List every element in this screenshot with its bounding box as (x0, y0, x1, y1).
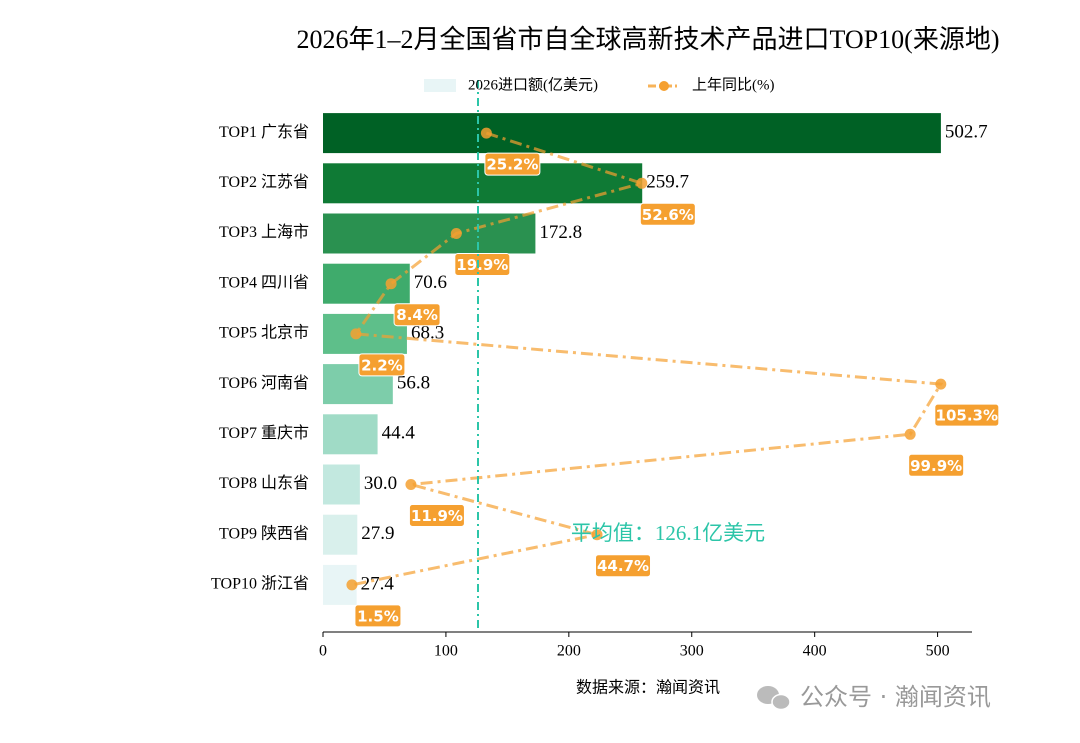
point-label-text: 44.7% (597, 557, 649, 575)
legend-marker (659, 81, 669, 91)
y-tick-label: TOP6 河南省 (219, 374, 309, 392)
point-label-text: 8.4% (396, 306, 438, 324)
x-tick-label: 500 (926, 643, 950, 660)
point-label-box (934, 403, 1000, 427)
point-label: 99.9% (908, 453, 965, 477)
line-marker (346, 579, 358, 591)
point-label: 52.6% (639, 202, 696, 226)
y-tick-label: TOP10 浙江省 (211, 575, 309, 593)
legend-swatch (424, 79, 456, 92)
x-tick-label: 0 (319, 643, 327, 660)
line-marker (405, 479, 417, 490)
point-label: 11.9% (408, 504, 465, 527)
bar-value-label: 68.3 (411, 322, 444, 343)
point-label-box (393, 303, 441, 327)
line-marker (450, 228, 462, 239)
y-tick-label: TOP3 上海市 (219, 223, 309, 241)
point-label-box (639, 202, 696, 226)
point-label: 8.4% (393, 303, 441, 327)
bar-value-label: 44.4 (382, 423, 416, 444)
bar (323, 113, 941, 154)
point-label-text: 2.2% (361, 356, 403, 374)
point-label: 25.2% (484, 152, 541, 176)
bar-value-label: 70.6 (414, 272, 447, 293)
watermark-icon (757, 686, 791, 711)
point-label: 1.5% (354, 604, 402, 628)
point-label-text: 99.9% (910, 457, 962, 475)
line-marker (904, 428, 916, 440)
bar (323, 163, 643, 204)
bar-value-label: 30.0 (364, 473, 397, 494)
x-tick-label: 200 (557, 643, 581, 660)
point-label-box (358, 353, 406, 377)
bar-value-label: 56.8 (397, 372, 430, 393)
y-tick-label: TOP1 广东省 (219, 123, 309, 141)
bar (323, 263, 410, 304)
point-label: 19.9% (454, 253, 511, 276)
bar (323, 514, 358, 555)
x-tick-label: 100 (434, 643, 458, 660)
legend-label: 上年同比(%) (692, 76, 775, 93)
bar-value-label: 502.7 (945, 121, 988, 142)
point-label-box (408, 504, 465, 527)
point-label-text: 25.2% (486, 156, 538, 174)
bar (323, 414, 378, 455)
x-tick-label: 300 (680, 643, 704, 660)
x-tick-label: 400 (803, 643, 827, 660)
source: 数据来源：瀚闻资讯 (576, 679, 720, 697)
chart-title: 2026年1–2月全国省市自全球高新技术产品进口TOP10(来源地) (297, 25, 1000, 54)
y-tick-label: TOP8 山东省 (219, 474, 309, 492)
point-label-text: 52.6% (642, 206, 694, 224)
legend-label: 2026进口额(亿美元) (468, 76, 598, 93)
bar-value-label: 27.9 (361, 523, 394, 544)
y-tick-label: TOP2 江苏省 (219, 173, 309, 191)
watermark: 公众号 · 瀚闻资讯 (800, 683, 991, 711)
point-label-text: 1.5% (357, 607, 399, 625)
point-label: 2.2% (358, 353, 406, 377)
point-label-box (354, 604, 402, 628)
point-label-text: 105.3% (936, 407, 998, 425)
point-label-box (908, 453, 965, 477)
y-tick-label: TOP7 重庆市 (219, 424, 309, 442)
point-label-box (595, 554, 652, 578)
point-label-box (484, 152, 541, 176)
line-marker (480, 127, 492, 139)
point-label: 105.3% (934, 403, 1000, 427)
line-marker (935, 378, 947, 390)
line-marker (636, 177, 648, 189)
average-label: 平均值：126.1亿美元 (571, 521, 765, 545)
bar-value-label: 172.8 (539, 222, 582, 243)
y-tick-label: TOP5 北京市 (219, 324, 309, 342)
y-tick-label: TOP9 陕西省 (219, 524, 309, 542)
point-label-box (454, 253, 511, 276)
line-marker (385, 278, 397, 290)
bar (323, 464, 360, 505)
bar-value-label: 259.7 (646, 172, 689, 193)
line-marker (350, 328, 362, 340)
point-label-text: 11.9% (411, 507, 463, 525)
point-label-text: 19.9% (456, 256, 508, 274)
point-label: 44.7% (595, 554, 652, 578)
line (351, 131, 944, 587)
y-tick-label: TOP4 四川省 (219, 273, 309, 291)
line-marker (591, 529, 603, 541)
